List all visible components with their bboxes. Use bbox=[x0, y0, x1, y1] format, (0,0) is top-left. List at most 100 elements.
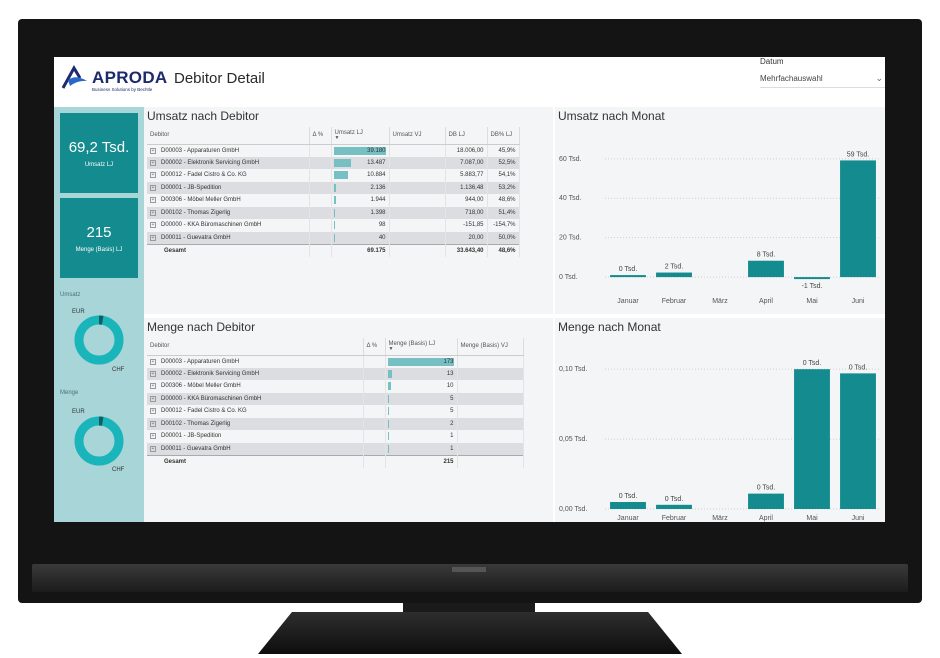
chevron-down-icon: ⌄ bbox=[875, 73, 883, 83]
y-tick-label: 0,00 Tsd. bbox=[559, 506, 587, 513]
total-umsatz: 69.175 bbox=[331, 243, 390, 257]
debitor-name: D00003 - Apparaturen GmbH bbox=[161, 358, 240, 365]
delta-cell bbox=[363, 380, 386, 393]
column-header[interactable]: Debitor bbox=[147, 127, 310, 145]
table-row[interactable]: + D00012 - Fadel Cistro & Co. KG 5 bbox=[147, 405, 524, 418]
db-lj-cell: 20,00 bbox=[445, 231, 488, 244]
table-row[interactable]: + D00102 - Thomas Zigerlig 2 bbox=[147, 417, 524, 430]
umsatz-vj-cell bbox=[389, 169, 446, 182]
db-lj-cell: 1.136,48 bbox=[445, 181, 488, 194]
expand-plus-icon[interactable]: + bbox=[150, 222, 156, 229]
umsatz-month-chart[interactable]: 0 Tsd. 20 Tsd. 40 Tsd. 60 Tsd. 0 Tsd. Januar 2… bbox=[555, 107, 885, 314]
column-header-label: Umsatz LJ bbox=[334, 130, 363, 137]
y-tick-label: 0,10 Tsd. bbox=[559, 366, 587, 373]
data-bar bbox=[387, 369, 393, 378]
expand-plus-icon[interactable]: + bbox=[150, 197, 156, 204]
table-row[interactable]: + D00000 - KKA Büromaschinen GmbH 98 -151,8… bbox=[147, 219, 520, 232]
column-header[interactable]: DB LJ bbox=[445, 127, 488, 145]
table-row[interactable]: + D00000 - KKA Büromaschinen GmbH 5 bbox=[147, 392, 524, 405]
column-header[interactable]: Menge (Basis) VJ bbox=[457, 338, 524, 356]
table-row[interactable]: + D00001 - JB-Spedition 1 bbox=[147, 430, 524, 443]
total-delta bbox=[363, 454, 386, 468]
table-row[interactable]: + D00011 - Guevatra GmbH 1 bbox=[147, 442, 524, 455]
umsatz-lj-cell: 39.180 bbox=[331, 144, 390, 157]
column-header[interactable]: Umsatz LJ ▼ bbox=[331, 127, 390, 145]
debitor-cell: + D00012 - Fadel Cistro & Co. KG bbox=[147, 405, 364, 418]
delta-cell bbox=[309, 156, 332, 169]
monitor-stand-base bbox=[258, 612, 682, 654]
expand-plus-icon[interactable]: + bbox=[150, 172, 156, 179]
menge-lj-value: 10 bbox=[446, 383, 454, 390]
table-row[interactable]: + D00306 - Möbel Meller GmbH 1.944 944,00 48… bbox=[147, 194, 520, 207]
db-lj-cell: 944,00 bbox=[445, 194, 488, 207]
umsatz-lj-cell: 40 bbox=[331, 231, 390, 244]
expand-plus-icon[interactable]: + bbox=[150, 209, 156, 216]
expand-plus-icon[interactable]: + bbox=[150, 383, 156, 390]
column-header[interactable]: Debitor bbox=[147, 338, 364, 356]
column-header[interactable]: Umsatz VJ bbox=[389, 127, 446, 145]
column-header[interactable]: DB% LJ bbox=[487, 127, 520, 145]
x-tick-label: Mai bbox=[806, 515, 818, 522]
db-pct-cell: 50,0% bbox=[487, 231, 520, 244]
delta-cell bbox=[363, 355, 386, 368]
table-row[interactable]: + D00306 - Möbel Meller GmbH 10 bbox=[147, 380, 524, 393]
menge-vj-cell bbox=[457, 417, 524, 430]
expand-plus-icon[interactable]: + bbox=[150, 358, 156, 365]
y-tick-label: 0 Tsd. bbox=[559, 274, 578, 281]
menge-lj-cell: 173 bbox=[385, 355, 458, 368]
menge-vj-cell bbox=[457, 367, 524, 380]
table-row[interactable]: + D00012 - Fadel Cistro & Co. KG 10.884 5.8… bbox=[147, 169, 520, 182]
bar bbox=[748, 260, 784, 278]
menge-vj-cell bbox=[457, 442, 524, 455]
umsatz-lj-value: 10.884 bbox=[367, 172, 386, 179]
total-label: Gesamt bbox=[147, 454, 364, 468]
expand-plus-icon[interactable]: + bbox=[150, 395, 156, 402]
umsatz-vj-cell bbox=[389, 206, 446, 219]
page-title: Debitor Detail bbox=[174, 70, 265, 87]
donut-chart-menge[interactable] bbox=[72, 414, 126, 468]
expand-plus-icon[interactable]: + bbox=[150, 445, 156, 452]
umsatz-lj-value: 98 bbox=[378, 222, 386, 229]
expand-plus-icon[interactable]: + bbox=[150, 234, 156, 241]
donut-chart-umsatz[interactable] bbox=[72, 313, 126, 367]
menge-month-chart[interactable]: 0,00 Tsd. 0,05 Tsd. 0,10 Tsd. 0 Tsd. Januar 0… bbox=[555, 318, 885, 522]
x-tick-label: Mai bbox=[806, 298, 818, 305]
expand-plus-icon[interactable]: + bbox=[150, 147, 156, 154]
data-bar bbox=[333, 146, 386, 155]
debitor-cell: + D00011 - Guevatra GmbH bbox=[147, 442, 364, 455]
table-row[interactable]: + D00002 - Elektronik Servicing GmbH 13 bbox=[147, 367, 524, 380]
db-pct-cell: 48,6% bbox=[487, 194, 520, 207]
table-row[interactable]: + D00003 - Apparaturen GmbH 39.180 18.006,0… bbox=[147, 144, 520, 157]
table-row[interactable]: + D00002 - Elektronik Servicing GmbH 13.48… bbox=[147, 156, 520, 169]
delta-cell bbox=[363, 430, 386, 443]
donut-title-umsatz: Umsatz bbox=[60, 292, 81, 298]
menge-lj-cell: 5 bbox=[385, 405, 458, 418]
column-header-label: Menge (Basis) LJ bbox=[388, 341, 436, 348]
table-row[interactable]: + D00003 - Apparaturen GmbH 173 bbox=[147, 355, 524, 368]
expand-plus-icon[interactable]: + bbox=[150, 159, 156, 166]
table-row[interactable]: + D00102 - Thomas Zigerlig 1.398 718,00 51,4… bbox=[147, 206, 520, 219]
column-header[interactable]: Menge (Basis) LJ ▼ bbox=[385, 338, 458, 356]
table-row[interactable]: + D00011 - Guevatra GmbH 40 20,00 50,0% bbox=[147, 231, 520, 244]
column-header[interactable]: Δ % bbox=[309, 127, 332, 145]
column-header[interactable]: Δ % bbox=[363, 338, 386, 356]
table-row[interactable]: + D00001 - JB-Spedition 2.136 1.136,48 53,2% bbox=[147, 181, 520, 194]
data-label: 0 Tsd. bbox=[803, 360, 822, 367]
date-filter-dropdown[interactable]: Mehrfachauswahl ⌄ bbox=[760, 70, 885, 88]
expand-plus-icon[interactable]: + bbox=[150, 370, 156, 377]
expand-plus-icon[interactable]: + bbox=[150, 433, 156, 440]
kpi-card-umsatz[interactable]: 69,2 Tsd. Umsatz LJ bbox=[60, 113, 138, 193]
expand-plus-icon[interactable]: + bbox=[150, 420, 156, 427]
data-label: 0 Tsd. bbox=[619, 493, 638, 500]
db-lj-cell: 718,00 bbox=[445, 206, 488, 219]
debitor-name: D00012 - Fadel Cistro & Co. KG bbox=[161, 408, 247, 415]
umsatz-lj-cell: 1.944 bbox=[331, 194, 390, 207]
debitor-name: D00102 - Thomas Zigerlig bbox=[161, 420, 231, 427]
delta-cell bbox=[363, 442, 386, 455]
expand-plus-icon[interactable]: + bbox=[150, 184, 156, 191]
umsatz-lj-cell: 2.136 bbox=[331, 181, 390, 194]
expand-plus-icon[interactable]: + bbox=[150, 408, 156, 415]
brand-subtitle: Business Solutions by Bechtle bbox=[92, 87, 153, 92]
data-bar bbox=[333, 196, 337, 204]
kpi-card-menge[interactable]: 215 Menge (Basis) LJ bbox=[60, 198, 138, 278]
